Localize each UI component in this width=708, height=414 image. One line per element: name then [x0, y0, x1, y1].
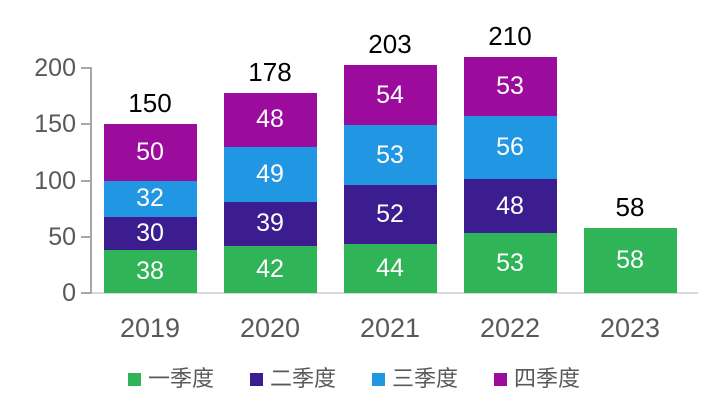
bar-value-label: 39: [256, 209, 284, 238]
legend-swatch: [127, 372, 141, 386]
bar-segment: 49: [223, 146, 317, 202]
y-axis-tick-label: 50: [48, 222, 76, 251]
bar-total-label: 58: [615, 191, 645, 222]
y-axis-tick-label: 150: [34, 110, 76, 139]
bar-total-label: 210: [488, 20, 532, 51]
bar-segment: 48: [463, 179, 557, 234]
bar-segment: 56: [463, 116, 557, 180]
y-axis-tick: [81, 67, 90, 69]
bar-value-label: 50: [136, 137, 164, 166]
bar-total-label: 150: [128, 88, 172, 119]
legend-label: 一季度: [147, 366, 214, 391]
bar-segment: 58: [583, 227, 677, 293]
bar-segment: 39: [223, 201, 317, 246]
bar-segment: 54: [343, 64, 437, 126]
bar-value-label: 48: [256, 105, 284, 134]
x-axis-category-label: 2021: [359, 313, 421, 343]
bar-segment: 53: [463, 233, 557, 293]
bar-value-label: 54: [376, 80, 404, 109]
legend-item: 二季度: [249, 366, 336, 392]
bar-value-label: 56: [496, 133, 524, 162]
bar-segment: 53: [463, 56, 557, 117]
legend-swatch: [494, 372, 508, 386]
legend-item: 三季度: [372, 366, 458, 392]
bar-segment: 44: [343, 243, 437, 293]
x-axis-category-label: 2023: [599, 313, 661, 343]
x-axis-category-label: 2019: [119, 313, 181, 343]
legend-label: 二季度: [269, 366, 336, 391]
y-axis-tick-label: 200: [34, 54, 76, 82]
bar-value-label: 42: [256, 254, 284, 283]
legend-label: 三季度: [392, 366, 459, 391]
bar-value-label: 30: [136, 218, 164, 247]
bar-segment: 52: [343, 185, 437, 244]
bar-value-label: 44: [376, 253, 404, 282]
bar-value-label: 53: [496, 248, 524, 277]
legend-item: 四季度: [494, 366, 580, 392]
y-axis-tick-label: 100: [34, 166, 76, 195]
bar-value-label: 49: [256, 159, 284, 188]
bar-value-label: 53: [376, 140, 404, 169]
legend-item: 一季度: [127, 366, 214, 392]
bar-value-label: 48: [496, 191, 524, 220]
bar-segment: 32: [103, 180, 197, 217]
y-axis-tick-label: 0: [62, 279, 76, 307]
bar-segment: 50: [103, 124, 197, 181]
bar-segment: 42: [223, 245, 317, 293]
bar-value-label: 58: [616, 245, 644, 274]
y-axis-tick: [81, 123, 90, 126]
legend-swatch: [372, 372, 385, 386]
bar-total-label: 178: [248, 56, 292, 87]
y-axis-tick: [81, 292, 90, 294]
legend-swatch: [249, 372, 263, 386]
bar-segment: 30: [103, 216, 197, 251]
legend-label: 四季度: [514, 366, 581, 391]
y-axis-tick: [81, 235, 90, 238]
x-axis-category-label: 2022: [479, 313, 541, 343]
bar-value-label: 52: [376, 199, 404, 228]
bar-value-label: 32: [136, 184, 164, 212]
legend: 一季度 二季度 三季度 四季度: [0, 366, 708, 392]
bar-value-label: 53: [496, 72, 524, 101]
bar-value-label: 38: [136, 257, 164, 286]
y-axis-line: [90, 67, 92, 294]
x-axis-line: [92, 292, 698, 294]
x-axis-category-label: 2020: [239, 313, 301, 343]
bar-segment: 38: [103, 250, 197, 293]
y-axis-tick: [81, 179, 90, 182]
bar-segment: 48: [223, 92, 317, 147]
bar-segment: 53: [343, 125, 437, 185]
bar-total-label: 203: [368, 28, 412, 59]
